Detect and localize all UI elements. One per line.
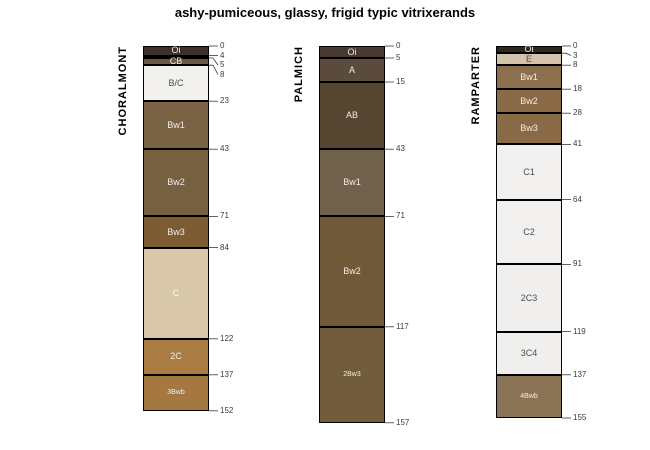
horizon bbox=[496, 199, 562, 265]
horizon bbox=[496, 264, 562, 332]
profile-name-label: RAMPARTER bbox=[470, 46, 482, 125]
depth-tick-label: 28 bbox=[573, 108, 582, 118]
depth-tick-label: 157 bbox=[396, 417, 410, 427]
horizon bbox=[143, 58, 209, 66]
profile-column: Oi A AB Bw1 Bw2 2Bw3 bbox=[319, 0, 385, 450]
horizon bbox=[143, 374, 209, 411]
horizon bbox=[496, 53, 562, 66]
horizon bbox=[496, 113, 562, 145]
depth-tick-label: 119 bbox=[573, 326, 586, 336]
depth-tick-label: 155 bbox=[573, 413, 587, 422]
depth-tick-label: 84 bbox=[220, 242, 229, 252]
horizon bbox=[319, 82, 385, 150]
depth-tick-label: 5 bbox=[396, 53, 401, 62]
depth-tick-label: 0 bbox=[220, 41, 225, 50]
horizon bbox=[319, 149, 385, 217]
depth-tick-label: 152 bbox=[220, 405, 234, 415]
depth-tick-label: 43 bbox=[220, 144, 229, 154]
depth-tick-label: 4 bbox=[220, 50, 225, 60]
tick-leader-line bbox=[209, 64, 219, 75]
horizon bbox=[496, 331, 562, 375]
depth-tick-label: 64 bbox=[573, 194, 582, 204]
tick-leader-line bbox=[562, 52, 572, 56]
depth-tick-label: 91 bbox=[573, 259, 582, 269]
depth-tick-label: 43 bbox=[396, 144, 405, 154]
profile-column: Oi E Bw1 Bw2 Bw3 C1 C2 2C3 3C4 4Bwb bbox=[496, 0, 562, 450]
depth-tick-label: 71 bbox=[220, 211, 229, 221]
horizon bbox=[496, 144, 562, 200]
tick-leader-line bbox=[209, 57, 219, 66]
depth-tick-label: 18 bbox=[573, 84, 582, 94]
depth-tick-label: 41 bbox=[573, 139, 582, 149]
horizon bbox=[319, 58, 385, 82]
horizon bbox=[143, 55, 209, 58]
horizon bbox=[143, 149, 209, 217]
horizon bbox=[143, 46, 209, 56]
horizon bbox=[496, 65, 562, 90]
profile-name-label: PALMICH bbox=[293, 46, 305, 103]
depth-tick-label: 23 bbox=[220, 96, 229, 106]
horizon bbox=[143, 247, 209, 339]
depth-tick-label: 5 bbox=[220, 60, 225, 70]
horizon bbox=[496, 46, 562, 54]
horizon bbox=[143, 65, 209, 102]
depth-tick-label: 3 bbox=[573, 50, 578, 60]
horizon bbox=[496, 89, 562, 114]
horizon bbox=[143, 338, 209, 375]
depth-tick-label: 8 bbox=[573, 60, 578, 70]
profile-column: Oi CB B/C Bw1 Bw2 Bw3 C 2C 3Bwb bbox=[143, 0, 209, 450]
depth-tick-label: 15 bbox=[396, 77, 405, 86]
depth-tick-label: 0 bbox=[573, 41, 578, 50]
depth-tick-label: 8 bbox=[220, 69, 225, 79]
depth-tick-label: 117 bbox=[396, 321, 409, 331]
depth-tick-label: 71 bbox=[396, 211, 405, 221]
horizon bbox=[143, 101, 209, 150]
horizon bbox=[319, 216, 385, 327]
horizon bbox=[319, 326, 385, 423]
depth-tick-label: 137 bbox=[220, 369, 234, 379]
horizon bbox=[496, 374, 562, 418]
profile-name-label: CHORALMONT bbox=[117, 46, 129, 136]
depth-tick-label: 0 bbox=[396, 41, 401, 50]
depth-tick-label: 137 bbox=[573, 369, 587, 379]
page-title: ashy-pumiceous, glassy, frigid typic vit… bbox=[174, 5, 476, 20]
horizon bbox=[143, 216, 209, 248]
depth-tick-label: 122 bbox=[220, 333, 234, 343]
horizon bbox=[319, 46, 385, 58]
